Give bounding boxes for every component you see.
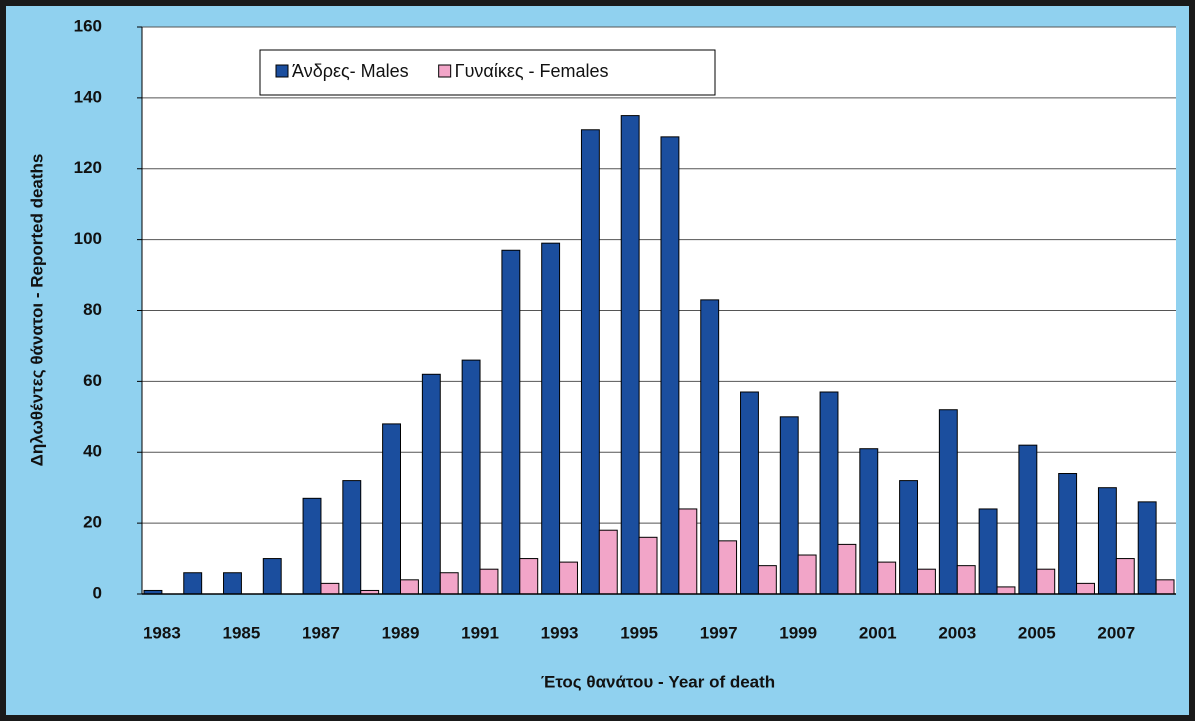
y-tick-label: 160	[74, 16, 102, 35]
bar	[797, 554, 817, 595]
bar	[757, 565, 777, 595]
y-tick-label: 140	[74, 87, 102, 106]
bar	[320, 582, 340, 595]
bar	[819, 391, 839, 595]
bar	[183, 572, 203, 595]
x-tick-label: 2007	[1097, 623, 1135, 642]
bar	[1137, 501, 1157, 595]
bar	[859, 448, 879, 595]
x-tick-label: 1997	[700, 623, 738, 642]
bar	[996, 586, 1016, 595]
x-tick-label: 1987	[302, 623, 340, 642]
bar	[899, 480, 918, 595]
legend-swatch	[438, 64, 452, 78]
bar	[580, 129, 600, 595]
legend-label: Άνδρες- Males	[292, 61, 409, 81]
y-tick-label: 100	[74, 229, 102, 248]
x-tick-label: 1983	[143, 623, 181, 642]
x-tick-label: 2001	[859, 623, 897, 642]
y-tick-label: 60	[83, 371, 102, 390]
y-tick-label: 120	[74, 158, 102, 177]
bar	[938, 409, 958, 595]
x-axis-title: Έτος θανάτου - Year of death	[541, 672, 775, 691]
bar	[877, 561, 897, 595]
x-tick-label: 2005	[1018, 623, 1056, 642]
legend-box	[259, 49, 716, 96]
bar	[382, 423, 402, 595]
y-tick-label: 80	[83, 300, 102, 319]
bar	[1036, 568, 1056, 595]
bar	[1076, 582, 1095, 595]
legend-swatch	[275, 64, 289, 78]
y-tick-label: 0	[93, 583, 102, 602]
bar	[1058, 473, 1078, 595]
x-tick-label: 1985	[223, 623, 261, 642]
x-tick-label: 1995	[620, 623, 658, 642]
bar	[1115, 558, 1135, 595]
bar	[1155, 579, 1175, 595]
bar	[978, 508, 998, 595]
bar	[700, 299, 720, 595]
x-tick-label: 1999	[779, 623, 817, 642]
bar	[223, 572, 242, 595]
bar	[519, 558, 539, 595]
bar	[837, 543, 857, 595]
y-tick-label: 20	[83, 513, 102, 532]
bar	[479, 568, 499, 595]
x-tick-label: 2003	[938, 623, 976, 642]
bar	[1097, 487, 1117, 595]
bar	[779, 416, 799, 595]
bar	[678, 508, 698, 595]
legend-label: Γυναίκες - Females	[455, 61, 609, 81]
bar	[439, 572, 459, 595]
bar	[501, 249, 521, 595]
bar	[1018, 444, 1038, 595]
bar	[302, 497, 322, 595]
bar	[262, 558, 282, 595]
bar	[421, 373, 441, 595]
x-tick-label: 1989	[382, 623, 420, 642]
bar	[559, 561, 578, 595]
bar	[342, 480, 362, 595]
y-axis-title: Δηλωθέντες θάνατοι - Reported deaths	[27, 154, 46, 467]
x-tick-label: 1991	[461, 623, 499, 642]
bar	[598, 529, 618, 595]
bar	[660, 136, 680, 595]
bar	[541, 242, 561, 595]
bar	[956, 565, 976, 595]
bar	[461, 359, 481, 595]
y-tick-label: 40	[83, 442, 102, 461]
bar	[718, 540, 738, 595]
bar	[638, 536, 658, 595]
x-tick-label: 1993	[541, 623, 579, 642]
bar	[917, 568, 936, 595]
bar	[400, 579, 419, 595]
bar	[620, 115, 640, 595]
bar	[740, 391, 759, 595]
